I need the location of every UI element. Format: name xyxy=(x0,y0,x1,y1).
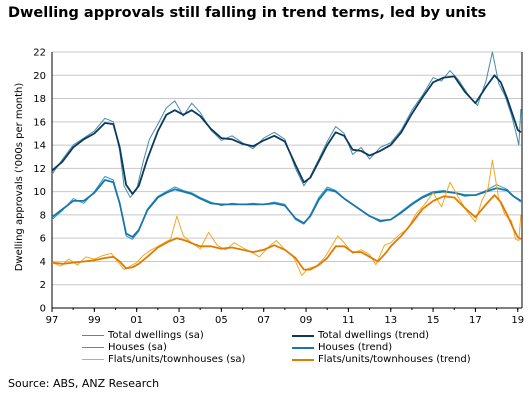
x-tick-label: 07 xyxy=(257,315,270,326)
x-tick-label: 09 xyxy=(300,315,313,326)
legend-item-3: Houses (trend) xyxy=(292,342,392,353)
y-tick-label: 6 xyxy=(40,234,46,245)
y-tick-label: 20 xyxy=(33,71,46,82)
legend-label: Houses (sa) xyxy=(108,342,167,353)
y-tick-label: 18 xyxy=(33,94,46,105)
grid-lines xyxy=(52,51,522,286)
legend-label: Houses (trend) xyxy=(318,342,393,353)
y-tick-label: 0 xyxy=(40,304,46,315)
series-line-4 xyxy=(51,159,522,276)
series-line-5 xyxy=(51,194,522,271)
series-line-0 xyxy=(51,51,522,198)
x-tick-label: 01 xyxy=(130,315,143,326)
y-axis-label: Dwelling approvals ('000s per month) xyxy=(14,83,25,272)
y-tick-label: 14 xyxy=(33,141,46,152)
legend-swatch xyxy=(82,359,104,360)
y-tick-label: 16 xyxy=(33,117,46,128)
y-tick-label: 4 xyxy=(40,257,46,268)
legend-swatch xyxy=(292,334,314,337)
legend-swatch xyxy=(82,335,104,336)
x-tick-label: 15 xyxy=(427,315,440,326)
legend-swatch xyxy=(292,358,314,361)
x-tick-label: 97 xyxy=(46,315,59,326)
legend-label: Flats/units/townhouses (trend) xyxy=(318,354,471,365)
x-tick-label: 17 xyxy=(469,315,482,326)
legend-item-0: Total dwellings (sa) xyxy=(82,330,204,341)
x-tick-label: 05 xyxy=(215,315,228,326)
source-note: Source: ABS, ANZ Research xyxy=(8,377,160,390)
series-lines xyxy=(51,51,522,276)
x-tick-label: 13 xyxy=(384,315,397,326)
x-tick-label: 03 xyxy=(173,315,186,326)
legend-swatch xyxy=(292,346,314,349)
y-tick-label: 2 xyxy=(40,280,46,291)
legend-item-5: Flats/units/townhouses (trend) xyxy=(292,354,471,365)
x-tick-label: 11 xyxy=(342,315,355,326)
legend-label: Total dwellings (trend) xyxy=(318,330,430,341)
series-line-1 xyxy=(51,74,522,195)
series-line-3 xyxy=(51,179,522,238)
legend-item-4: Flats/units/townhouses (sa) xyxy=(82,354,245,365)
legend-item-1: Total dwellings (trend) xyxy=(292,330,429,341)
legend-item-2: Houses (sa) xyxy=(82,342,167,353)
x-tick-label: 19 xyxy=(511,315,524,326)
legend-swatch xyxy=(82,347,104,348)
chart-title: Dwelling approvals still falling in tren… xyxy=(8,5,487,21)
y-tick-label: 10 xyxy=(33,187,46,198)
series-line-2 xyxy=(51,176,522,240)
legend-label: Total dwellings (sa) xyxy=(108,330,204,341)
axes: 0 2 4 6 8 10 12 14 16 18 20 22 97 99 01 03 05 07 09 11 13 15 1… xyxy=(33,48,524,327)
legend-label: Flats/units/townhouses (sa) xyxy=(108,354,246,365)
x-tick-label: 99 xyxy=(88,315,101,326)
y-tick-label: 12 xyxy=(33,164,46,175)
y-tick-label: 22 xyxy=(33,48,46,59)
y-tick-label: 8 xyxy=(40,210,46,221)
